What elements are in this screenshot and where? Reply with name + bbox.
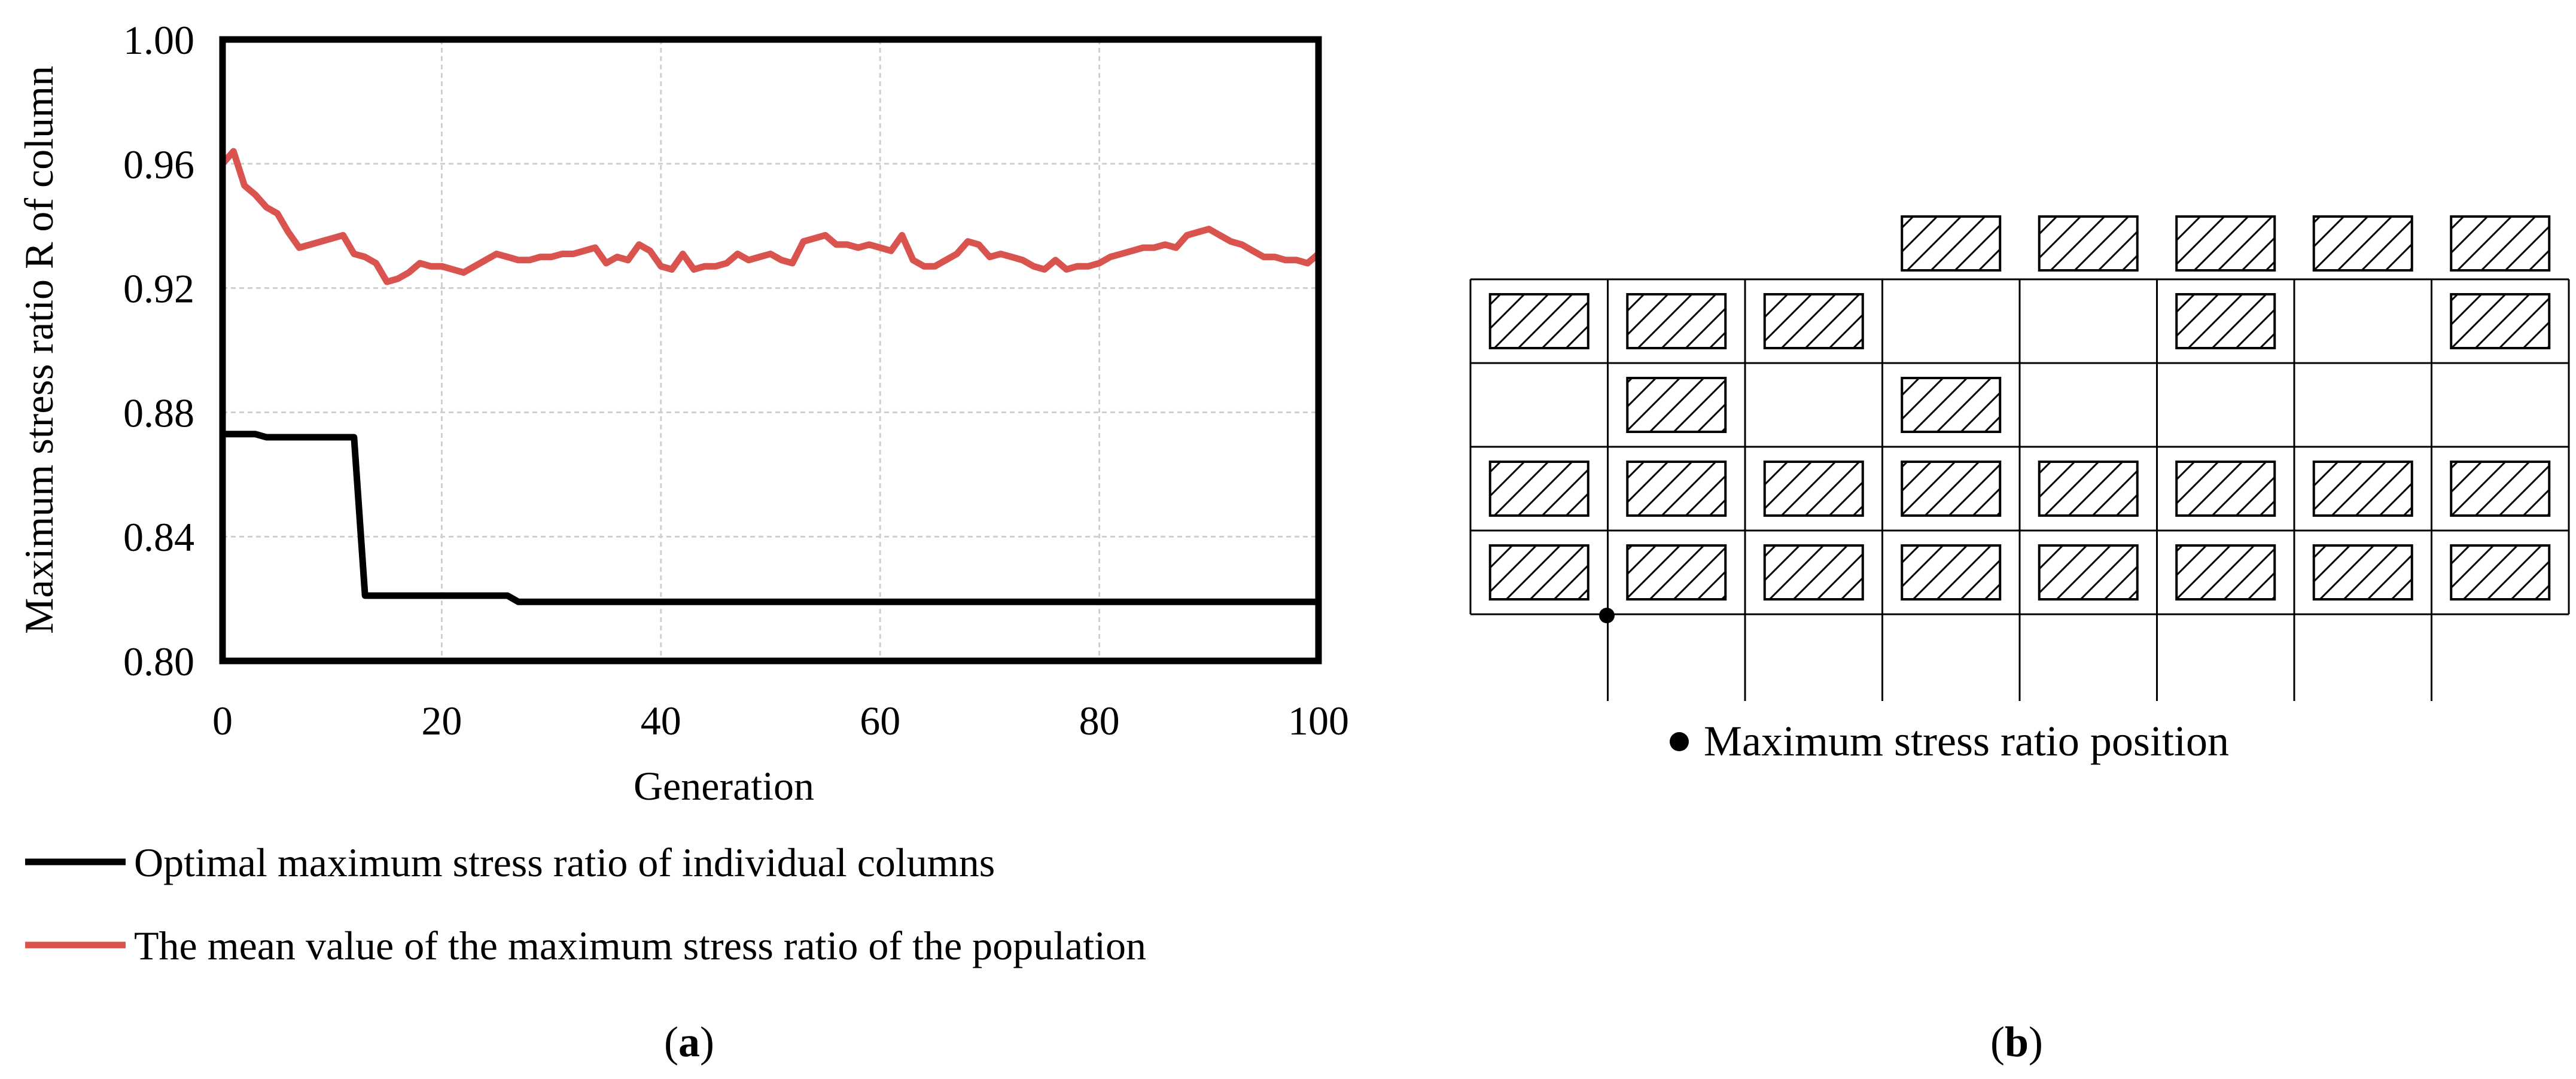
hatched-block bbox=[1488, 461, 1590, 517]
hatched-block bbox=[2175, 461, 2276, 517]
hatched-block bbox=[2450, 461, 2551, 517]
legend-label-optimal: Optimal maximum stress ratio of individu… bbox=[134, 840, 995, 885]
hatched-block bbox=[2175, 293, 2276, 349]
hatched-block bbox=[1901, 377, 2002, 433]
gridlines bbox=[223, 39, 1319, 661]
hatched-block bbox=[1763, 293, 1864, 349]
x-tick-label: 60 bbox=[860, 698, 900, 743]
hatched-block bbox=[2450, 544, 2551, 601]
caption-b: (b) bbox=[1990, 1018, 2043, 1066]
y-tick-label: 1.00 bbox=[123, 17, 194, 63]
hatched-block bbox=[1626, 461, 1727, 517]
hatched-block bbox=[2450, 293, 2551, 349]
hatched-block bbox=[1626, 377, 1727, 433]
hatched-block bbox=[2175, 544, 2276, 601]
hatched-block bbox=[2038, 544, 2139, 601]
x-tick-label: 0 bbox=[212, 698, 233, 743]
marker-legend-label: Maximum stress ratio position bbox=[1704, 717, 2229, 765]
legend: Optimal maximum stress ratio of individu… bbox=[25, 840, 1146, 968]
hatched-block bbox=[1763, 461, 1864, 517]
plot-area-frame bbox=[219, 36, 1322, 665]
y-tick-label: 0.84 bbox=[123, 514, 194, 560]
hatched-block bbox=[2312, 215, 2413, 272]
hatched-block bbox=[2312, 544, 2413, 601]
legend-label-mean: The mean value of the maximum stress rat… bbox=[134, 923, 1146, 968]
hatched-block bbox=[1763, 544, 1864, 601]
hatched-cells bbox=[1488, 215, 2551, 601]
hatched-block bbox=[1488, 544, 1590, 601]
hatched-block bbox=[2312, 461, 2413, 517]
series-line-optimal bbox=[223, 431, 1319, 605]
x-tick-labels: 0 20 40 60 80 100 bbox=[212, 698, 1349, 743]
series-layer bbox=[220, 148, 1321, 605]
x-tick-label: 80 bbox=[1079, 698, 1120, 743]
panel-b-diagram: Maximum stress ratio position (b) bbox=[1469, 215, 2570, 1066]
maximum-stress-marker bbox=[1599, 608, 1615, 623]
caption-a: (a) bbox=[664, 1018, 714, 1066]
y-axis-label: Maximum stress ratio R of column bbox=[16, 66, 62, 634]
y-tick-label: 0.92 bbox=[123, 266, 194, 312]
y-tick-labels: 0.80 0.84 0.88 0.92 0.96 1.00 bbox=[123, 17, 194, 684]
panel-a-chart: 0.80 0.84 0.88 0.92 0.96 1.00 0 20 40 60 80 100 Ma… bbox=[16, 17, 1349, 1066]
x-axis-label: Generation bbox=[634, 763, 814, 809]
hatched-block bbox=[1901, 544, 2002, 601]
x-tick-label: 20 bbox=[421, 698, 462, 743]
hatched-block bbox=[1488, 293, 1590, 349]
structural-grid bbox=[1469, 278, 2570, 701]
y-tick-label: 0.96 bbox=[123, 142, 194, 187]
marker-legend-dot bbox=[1670, 732, 1689, 751]
hatched-block bbox=[1901, 461, 2002, 517]
x-tick-label: 40 bbox=[641, 698, 681, 743]
hatched-block bbox=[2175, 215, 2276, 272]
x-tick-label: 100 bbox=[1288, 698, 1349, 743]
legend-item-mean: The mean value of the maximum stress rat… bbox=[25, 923, 1146, 968]
hatched-block bbox=[2038, 215, 2139, 272]
y-tick-label: 0.88 bbox=[123, 390, 194, 435]
marker-legend: Maximum stress ratio position bbox=[1670, 717, 2229, 765]
series-line-mean bbox=[220, 148, 1321, 285]
hatched-block bbox=[1626, 293, 1727, 349]
y-tick-label: 0.80 bbox=[123, 639, 194, 684]
hatched-block bbox=[2450, 215, 2551, 272]
hatched-block bbox=[1626, 544, 1727, 601]
legend-item-optimal: Optimal maximum stress ratio of individu… bbox=[25, 840, 995, 885]
hatched-block bbox=[1901, 215, 2002, 272]
hatched-block bbox=[2038, 461, 2139, 517]
